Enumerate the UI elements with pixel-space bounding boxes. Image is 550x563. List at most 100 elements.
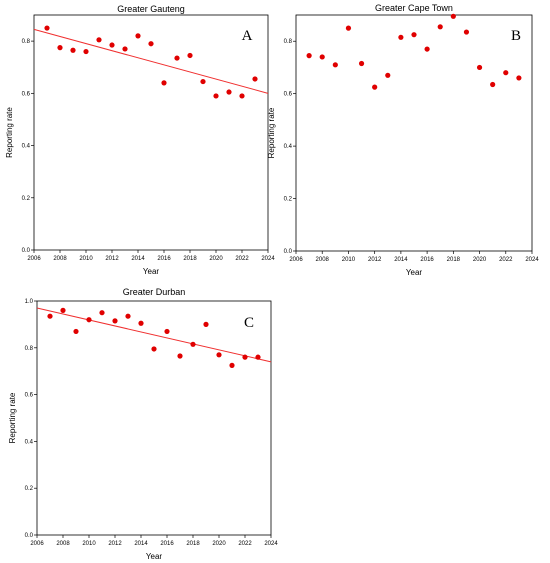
- data-point: [358, 60, 365, 67]
- data-point: [86, 317, 92, 323]
- x-tick-label: 2006: [289, 257, 303, 263]
- y-tick-label: 0.4: [22, 144, 31, 150]
- data-point: [242, 354, 248, 360]
- x-axis-label: Year: [143, 267, 160, 276]
- x-tick-label: 2018: [186, 541, 200, 547]
- x-tick-label: 2024: [525, 257, 539, 263]
- data-point: [135, 33, 141, 39]
- data-point: [70, 47, 76, 53]
- data-point: [411, 32, 417, 38]
- y-tick-label: 0.6: [25, 393, 34, 399]
- data-point: [125, 313, 131, 319]
- data-point: [60, 307, 66, 313]
- x-tick-label: 2022: [499, 257, 513, 263]
- data-point: [398, 34, 404, 40]
- x-tick-label: 2008: [56, 541, 70, 547]
- data-point: [255, 354, 261, 360]
- data-point: [177, 353, 183, 359]
- x-tick-label: 2020: [473, 257, 487, 263]
- data-point: [190, 341, 196, 347]
- data-point: [450, 13, 456, 19]
- data-point: [252, 76, 258, 82]
- x-tick-label: 2010: [79, 256, 93, 262]
- data-point: [112, 318, 118, 324]
- x-tick-label: 2022: [235, 256, 249, 262]
- x-tick-label: 2018: [183, 256, 197, 262]
- chart-title: Greater Cape Town: [375, 3, 453, 13]
- data-point: [83, 48, 89, 55]
- trend-line: [33, 28, 269, 94]
- data-point: [345, 25, 352, 31]
- data-point: [226, 89, 232, 95]
- x-axis-label: Year: [146, 552, 163, 561]
- data-point: [44, 25, 50, 31]
- data-point: [151, 346, 157, 352]
- x-tick-label: 2018: [447, 257, 461, 263]
- x-tick-label: 2020: [209, 256, 223, 262]
- y-tick-label: 0.0: [25, 533, 34, 539]
- x-tick-label: 2016: [420, 257, 434, 263]
- x-tick-label: 2016: [157, 256, 171, 262]
- x-tick-label: 2006: [30, 541, 44, 547]
- data-point: [424, 46, 430, 52]
- x-tick-label: 2022: [238, 541, 252, 547]
- x-tick-label: 2010: [82, 541, 96, 547]
- chart-panel-b: Greater Cape Town B 2006 2008 2010 2012 2014 20…: [267, 3, 539, 277]
- data-point: [187, 52, 193, 59]
- data-point: [109, 42, 115, 48]
- x-tick-label: 2016: [160, 541, 174, 547]
- data-point: [148, 41, 154, 47]
- x-tick-label: 2024: [264, 541, 278, 547]
- y-tick-label: 0.4: [284, 144, 293, 150]
- y-tick-label: 0.2: [25, 486, 34, 492]
- data-point: [174, 55, 180, 61]
- data-point: [203, 321, 209, 327]
- chart-title: Greater Durban: [123, 287, 186, 297]
- x-tick-label: 2006: [27, 256, 41, 262]
- plot-frame: [33, 14, 269, 251]
- chart-panel-a: Greater Gauteng A 2006 2008 2010 2012 2014 2016…: [5, 4, 275, 276]
- panel-letter: B: [511, 28, 521, 44]
- x-tick-label: 2024: [261, 256, 275, 262]
- panel-letter: A: [242, 28, 253, 44]
- data-point: [385, 72, 391, 78]
- data-point: [57, 45, 63, 51]
- data-point: [47, 313, 53, 319]
- y-tick-label: 0.2: [284, 197, 293, 203]
- x-tick-label: 2020: [212, 541, 226, 547]
- y-tick-label: 0.4: [25, 439, 34, 445]
- y-tick-label: 0.6: [22, 91, 31, 97]
- chart-panel-c: Greater Durban C 2006 2008 2010 2012 2014 2016 2…: [8, 287, 278, 561]
- y-axis-label: Reporting rate: [8, 392, 17, 443]
- data-point: [122, 46, 128, 52]
- data-point: [200, 78, 206, 85]
- data-point: [229, 362, 235, 368]
- x-tick-label: 2008: [316, 257, 330, 263]
- x-tick-label: 2010: [342, 257, 356, 263]
- plot-frame: [36, 300, 272, 536]
- data-point: [476, 64, 483, 71]
- data-point: [319, 54, 325, 60]
- data-point: [516, 75, 522, 81]
- data-point: [138, 320, 144, 326]
- data-point: [372, 84, 378, 90]
- x-tick-label: 2014: [131, 256, 145, 262]
- x-tick-label: 2014: [134, 541, 148, 547]
- data-point: [463, 29, 470, 35]
- data-point: [503, 70, 509, 76]
- data-point: [332, 62, 338, 68]
- data-point: [490, 81, 496, 88]
- trend-line: [36, 307, 272, 363]
- y-tick-label: 0.6: [284, 92, 293, 98]
- x-tick-label: 2012: [105, 256, 119, 262]
- data-point: [213, 93, 219, 99]
- y-tick-label: 0.0: [284, 249, 293, 255]
- plot-frame: [295, 14, 533, 252]
- x-tick-label: 2008: [53, 256, 67, 262]
- y-tick-label: 0.8: [25, 346, 34, 352]
- y-tick-label: 1.0: [25, 299, 34, 305]
- data-point: [99, 310, 105, 316]
- data-point: [96, 37, 102, 43]
- data-point: [437, 24, 443, 30]
